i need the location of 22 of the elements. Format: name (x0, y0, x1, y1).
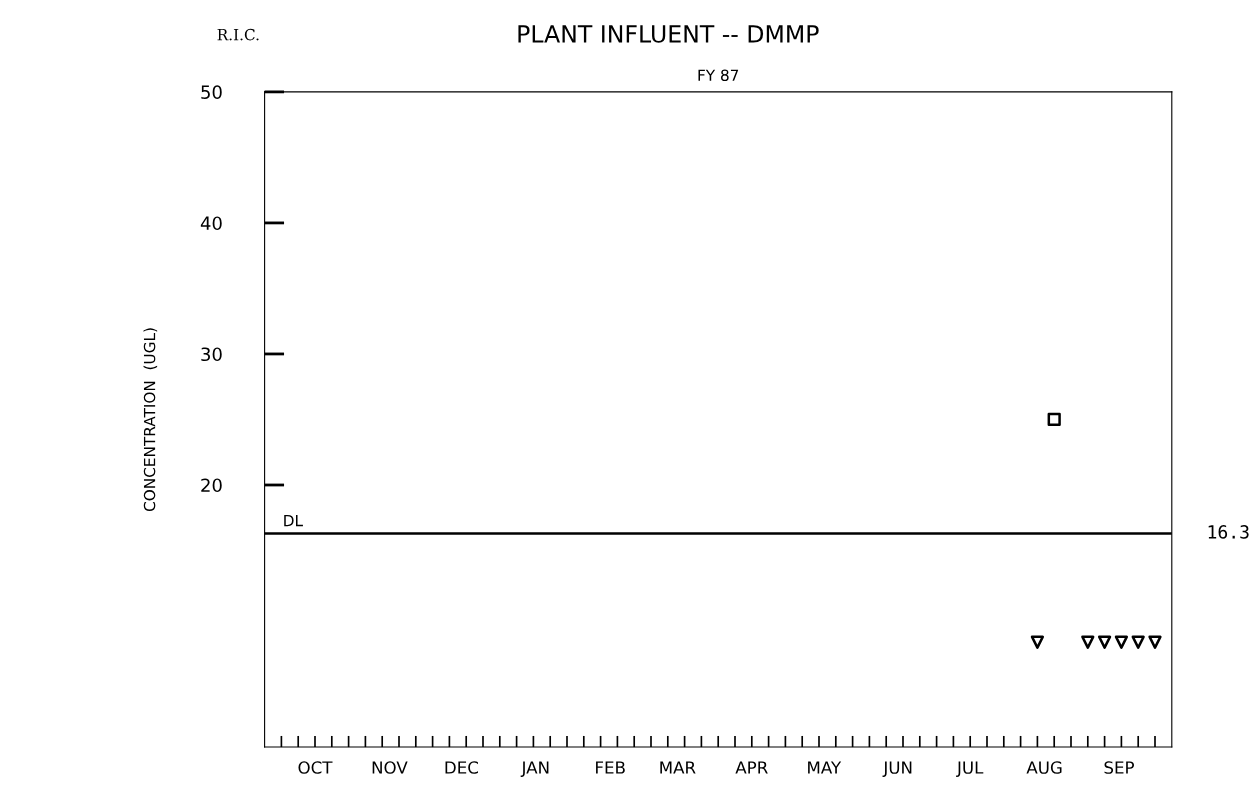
annotation: 16.3 (1208, 525, 1249, 539)
x-tick-label: FEB (596, 761, 625, 774)
chart-title: PLANT INFLUENT -- DMMP (518, 25, 819, 43)
y-tick-label: 50 (201, 85, 222, 99)
x-tick-label: NOV (372, 761, 408, 774)
y-axis-title: CONCENTRATION (UGL) (143, 328, 158, 512)
x-tick-label: OCT (298, 761, 333, 774)
x-tick-label: AUG (1026, 761, 1062, 774)
x-tick-label: MAY (808, 761, 842, 774)
x-tick-label: JUL (956, 761, 984, 777)
text: R.I.C. (217, 28, 259, 41)
x-tick-label: JUN (882, 761, 912, 777)
x-tick-label: JAN (520, 761, 549, 777)
ref-line-label: DL (284, 514, 303, 527)
x-tick-label: DEC (445, 761, 478, 774)
x-tick-label: SEP (1104, 761, 1135, 774)
x-tick-label: MAR (660, 761, 696, 774)
x-tick-label: APR (735, 761, 768, 774)
y-tick-label: 30 (201, 347, 222, 362)
y-tick-label: 20 (201, 478, 222, 493)
chart-subtitle: FY 87 (698, 69, 739, 81)
y-tick-label: 40 (200, 216, 222, 231)
